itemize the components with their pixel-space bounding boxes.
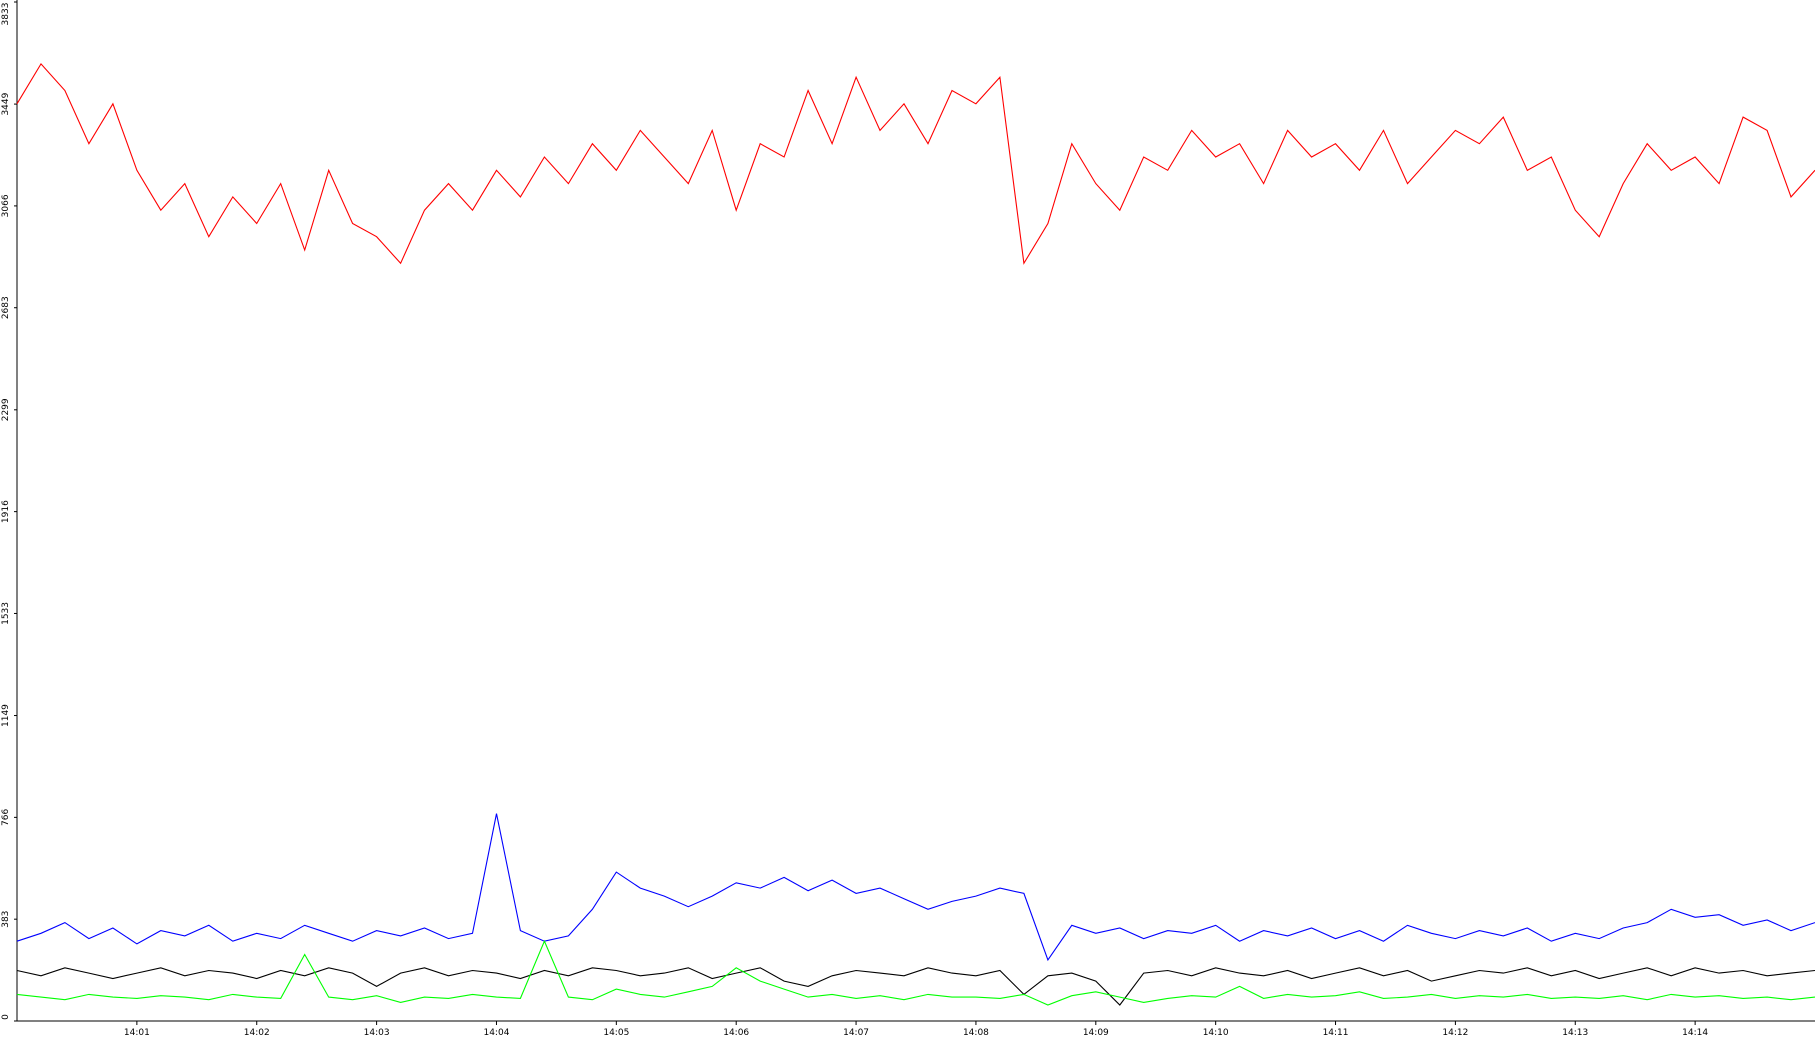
y-tick-label: 3066 bbox=[1, 194, 11, 217]
x-tick-label: 14:14 bbox=[1682, 1028, 1708, 1038]
y-tick-label: 1533 bbox=[1, 602, 11, 625]
x-tick-label: 14:11 bbox=[1323, 1028, 1349, 1038]
y-tick-label: 2683 bbox=[1, 296, 11, 319]
y-tick-label: 0 bbox=[1, 1014, 11, 1020]
x-tick-label: 14:09 bbox=[1083, 1028, 1109, 1038]
series-line bbox=[16, 813, 1815, 962]
y-tick-label: 2299 bbox=[1, 398, 11, 421]
series-line bbox=[16, 967, 1815, 1006]
y-tick-label: 3833 bbox=[1, 3, 11, 26]
x-tick-label: 14:07 bbox=[843, 1028, 869, 1038]
x-tick-label: 14:12 bbox=[1442, 1028, 1468, 1038]
y-tick-label: 766 bbox=[1, 809, 11, 826]
y-tick-label: 1916 bbox=[1, 500, 11, 523]
x-tick-label: 14:05 bbox=[603, 1028, 629, 1038]
x-tick-label: 14:06 bbox=[723, 1028, 749, 1038]
x-tick-label: 14:04 bbox=[483, 1028, 509, 1038]
series-line bbox=[16, 62, 1815, 265]
x-tick-label: 14:03 bbox=[364, 1028, 390, 1038]
x-tick-label: 14:01 bbox=[124, 1028, 150, 1038]
y-tick-label: 1149 bbox=[1, 704, 11, 727]
series-line bbox=[16, 939, 1815, 1006]
y-tick-label: 383 bbox=[1, 911, 11, 928]
x-tick-label: 14:02 bbox=[244, 1028, 270, 1038]
x-tick-label: 14:10 bbox=[1203, 1028, 1229, 1038]
y-tick-label: 3449 bbox=[1, 92, 11, 115]
x-tick-label: 14:13 bbox=[1562, 1028, 1588, 1038]
x-tick-label: 14:08 bbox=[963, 1028, 989, 1038]
